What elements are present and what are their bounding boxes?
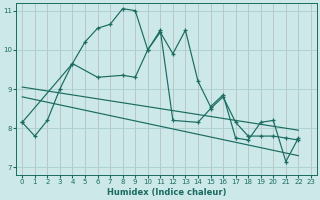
X-axis label: Humidex (Indice chaleur): Humidex (Indice chaleur) [107,188,226,197]
